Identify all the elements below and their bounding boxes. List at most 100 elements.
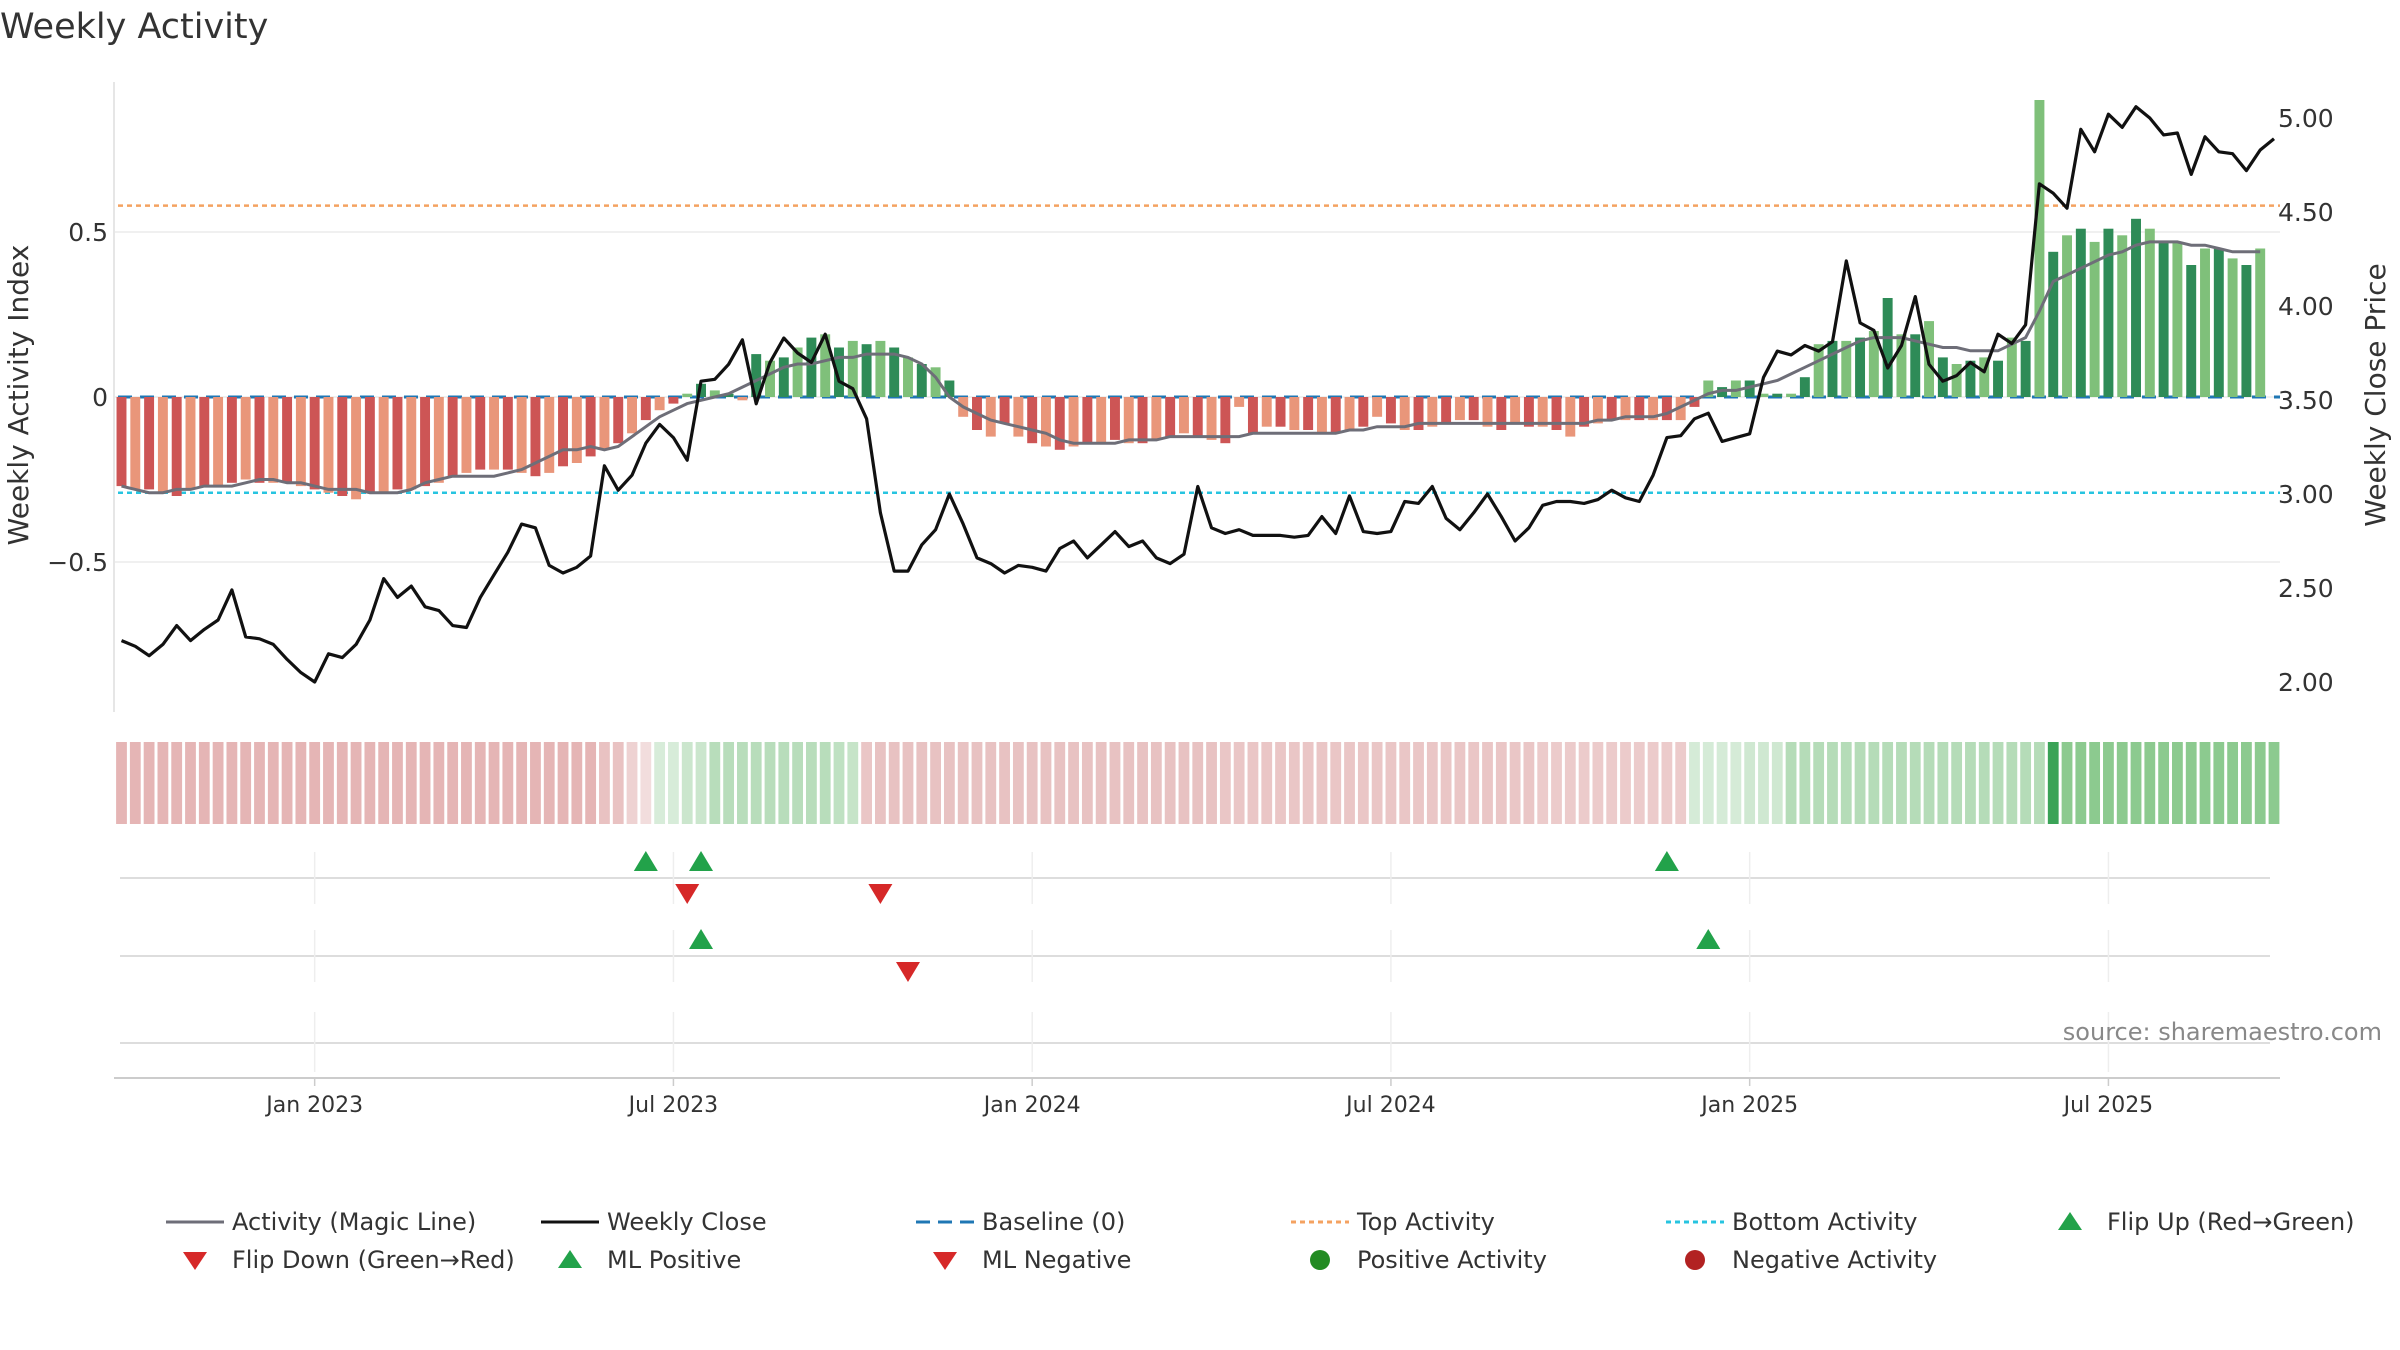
strip-cell: [640, 742, 652, 824]
legend-label: Top Activity: [1357, 1208, 1495, 1236]
activity-bar: [199, 397, 210, 487]
strip-cell: [171, 742, 183, 824]
strip-cell: [1150, 742, 1162, 824]
strip-cell: [1978, 742, 1990, 824]
strip-cell: [2185, 742, 2197, 824]
strip-cell: [2213, 742, 2225, 824]
legend-item: Flip Down (Green→Red): [160, 1242, 515, 1278]
strip-cell: [1399, 742, 1411, 824]
strip-cell: [2020, 742, 2032, 824]
strip-cell: [1247, 742, 1259, 824]
strip-cell: [1219, 742, 1231, 824]
y-left-tick-label: −0.5: [47, 548, 108, 577]
legend-marker: [933, 1252, 957, 1270]
axes: 0.5 0 −0.5 5.00 4.50 4.00 3.50 3.00 2.50 2.00 Jan …: [47, 82, 2334, 1118]
activity-bar: [861, 344, 872, 397]
activity-bar: [1730, 380, 1741, 397]
strip-cell: [1592, 742, 1604, 824]
legend-swatch: [2058, 1212, 2082, 1230]
strip-cell: [764, 742, 776, 824]
strip-cell: [957, 742, 969, 824]
strip-cell: [226, 742, 238, 824]
activity-bar: [1799, 377, 1810, 397]
flip-up-marker: [633, 851, 658, 871]
legend-item: ML Positive: [535, 1242, 741, 1278]
legend-marker: [558, 1250, 582, 1268]
activity-bar: [1137, 397, 1148, 444]
activity-bar: [378, 397, 389, 493]
strip-cell: [516, 742, 528, 824]
activity-bar: [502, 397, 513, 470]
ml-positive-marker: [1696, 929, 1721, 949]
legend-item: Negative Activity: [1660, 1242, 1937, 1278]
activity-bar: [213, 397, 224, 487]
activity-bar: [613, 397, 624, 444]
strip-cell: [212, 742, 224, 824]
activity-bar: [834, 347, 844, 397]
strip-cell: [668, 742, 679, 824]
activity-bar: [944, 380, 955, 397]
activity-bar: [323, 397, 334, 493]
strip-cell: [1523, 742, 1535, 824]
activity-bar: [171, 397, 182, 496]
y-right-tick-label: 3.00: [2278, 480, 2334, 509]
strip-cell: [1109, 742, 1121, 824]
strip-cell: [2089, 742, 2101, 824]
strip-cell: [1344, 742, 1355, 824]
strip-cell: [157, 742, 169, 824]
legend-item: Baseline (0): [910, 1204, 1125, 1240]
activity-bar: [1868, 331, 1879, 397]
legend-swatch: [1291, 1220, 1349, 1224]
strip-cell: [240, 742, 252, 824]
legend-swatch: [541, 1220, 599, 1224]
activity-bar: [157, 397, 168, 493]
legend-label: Flip Up (Red→Green): [2107, 1208, 2355, 1236]
y-right-tick-label: 4.00: [2278, 292, 2334, 321]
strip-cell: [1758, 742, 1769, 824]
strip-cell: [2130, 742, 2142, 824]
x-tick-label: Jan 2025: [1699, 1093, 1798, 1118]
signal-panels: [120, 851, 2270, 1072]
activity-bar: [1965, 360, 1976, 397]
activity-bar: [295, 397, 306, 487]
strip-cell: [1068, 742, 1079, 824]
legend-swatch: [933, 1252, 957, 1270]
activity-bar: [447, 397, 458, 477]
strip-cell: [585, 742, 597, 824]
flip-down-marker: [868, 884, 893, 904]
strip-cell: [1675, 742, 1687, 824]
legend-swatch: [166, 1220, 224, 1224]
activity-bar: [1372, 397, 1383, 417]
strip-cell: [1702, 742, 1714, 824]
legend-item: Positive Activity: [1285, 1242, 1547, 1278]
strip-cell: [1965, 742, 1976, 824]
activity-bar: [2200, 248, 2210, 397]
strip-cell: [1689, 742, 1700, 824]
activity-bar: [130, 397, 141, 490]
strip-cell: [1302, 742, 1314, 824]
strip-cell: [792, 742, 804, 824]
strip-cell: [1647, 742, 1659, 824]
strip-cell: [723, 742, 735, 824]
activity-bar: [903, 357, 913, 397]
strip-cell: [1854, 742, 1866, 824]
strip-cell: [474, 742, 486, 824]
strip-cell: [1896, 742, 1907, 824]
strip-cell: [833, 742, 845, 824]
strip-cell: [2116, 742, 2128, 824]
legend-swatch: [1666, 1220, 1724, 1224]
strip-cell: [819, 742, 831, 824]
activity-bar: [1399, 397, 1410, 430]
x-tick-label: Jul 2023: [627, 1093, 719, 1118]
activity-bar: [1123, 397, 1134, 444]
activity-bar: [282, 397, 293, 483]
activity-bar: [2144, 228, 2155, 397]
strip-cell: [1509, 742, 1521, 824]
strip-cell: [1178, 742, 1190, 824]
activity-bar: [1772, 393, 1783, 397]
strip-cell: [902, 742, 914, 824]
strip-cell: [461, 742, 472, 824]
legend-marker: [1310, 1250, 1330, 1270]
legend-item: Top Activity: [1285, 1204, 1495, 1240]
